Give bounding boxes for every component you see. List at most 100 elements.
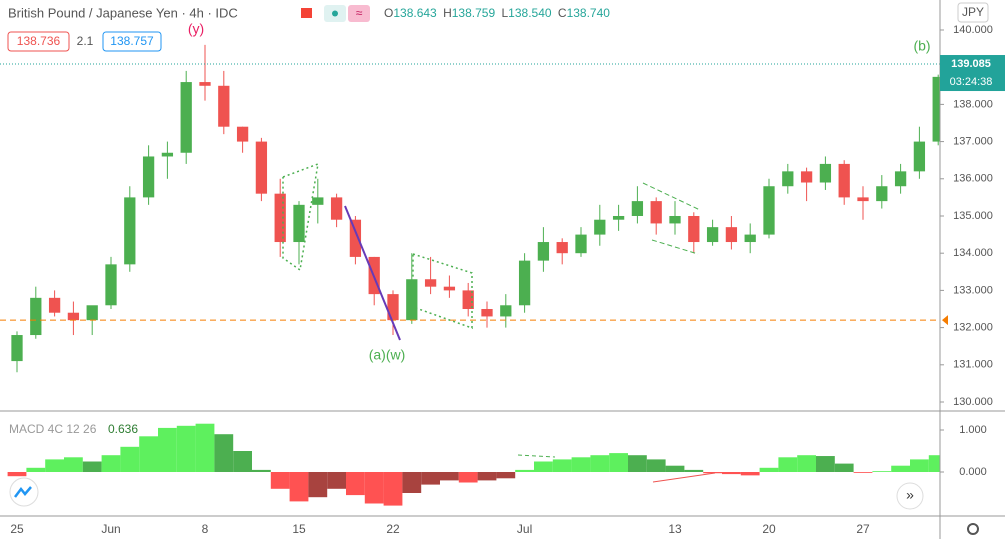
y-tick-label: 135.000 xyxy=(953,210,993,222)
ohlc-value: 138.759 xyxy=(452,6,496,20)
candle-body xyxy=(199,82,211,86)
macd-bar xyxy=(176,425,196,472)
plot xyxy=(0,44,940,506)
settings-icon[interactable] xyxy=(967,523,979,535)
macd-bar xyxy=(289,471,309,502)
delay-icon: ≈ xyxy=(356,6,363,20)
macd-bar xyxy=(646,459,666,472)
trend-line xyxy=(344,205,401,341)
macd-bar xyxy=(571,457,591,472)
ohlc-label: H xyxy=(443,6,452,20)
candle-body xyxy=(48,297,61,313)
candle-body xyxy=(142,156,155,198)
candle-body xyxy=(688,215,700,243)
macd-bar xyxy=(515,469,534,472)
wave-label: (a)(w) xyxy=(369,347,406,363)
candle-body xyxy=(67,312,80,321)
x-tick-label: Jul xyxy=(517,522,532,536)
candle-body xyxy=(11,335,23,362)
candle-body xyxy=(894,171,907,187)
spread: 2.1 xyxy=(77,34,94,48)
candle-body xyxy=(330,197,343,220)
macd-bar xyxy=(421,471,440,485)
candle-body xyxy=(518,260,531,306)
candle-body xyxy=(631,201,644,216)
ask-price: 138.757 xyxy=(110,34,154,48)
x-tick-label: 27 xyxy=(856,522,870,536)
candle-body xyxy=(763,186,775,235)
macd-bar xyxy=(759,467,779,472)
macd-line-drawing xyxy=(652,472,716,483)
indicator-title: MACD 4C 12 26 xyxy=(9,422,97,436)
candle-body xyxy=(105,264,117,306)
y-tick-label: 134.000 xyxy=(953,247,993,259)
ohlc-label: C xyxy=(558,6,567,20)
macd-bar xyxy=(45,459,64,472)
macd-bar xyxy=(327,471,346,489)
macd-bar xyxy=(82,461,102,472)
macd-bar xyxy=(910,459,929,472)
last-price-box xyxy=(940,55,1005,92)
x-tick-label: 25 xyxy=(10,522,24,536)
delay-button[interactable] xyxy=(348,5,370,22)
candle-body xyxy=(462,290,474,309)
ohlc-value: 138.740 xyxy=(567,6,611,20)
macd-line-drawing xyxy=(517,454,556,458)
macd-bar xyxy=(7,471,27,477)
x-tick-label: 8 xyxy=(202,522,209,536)
macd-bar xyxy=(346,471,365,496)
candle-body xyxy=(650,201,662,224)
candle-body xyxy=(86,305,98,321)
macd-bar xyxy=(364,471,384,504)
macd-bar xyxy=(834,463,854,472)
candle-body xyxy=(876,186,888,202)
macd-bar xyxy=(402,471,422,493)
macd-bar xyxy=(120,446,140,472)
y-tick-label: 137.000 xyxy=(953,135,993,147)
candle-body xyxy=(575,234,587,254)
macd-bar xyxy=(703,471,722,474)
last-price-label: 139.085 xyxy=(951,58,991,70)
scroll-icon: » xyxy=(906,487,914,503)
macd-bar xyxy=(928,455,940,472)
macd-bar xyxy=(872,471,892,472)
macd-bar xyxy=(477,471,497,481)
candle-body xyxy=(236,126,249,142)
macd-bar xyxy=(440,471,459,481)
candle-body xyxy=(406,279,418,321)
candle-body xyxy=(124,197,136,265)
candle-body xyxy=(800,171,813,183)
macd-bar xyxy=(552,459,572,472)
candle-body xyxy=(706,227,719,243)
candle-body xyxy=(255,141,268,194)
flag-icon[interactable] xyxy=(301,8,312,18)
wave-label: (y) xyxy=(188,21,204,37)
candle-body xyxy=(274,193,286,243)
macd-bar xyxy=(139,436,158,472)
candle-body xyxy=(932,76,940,142)
channel-top xyxy=(642,182,701,211)
x-tick-label: 20 xyxy=(762,522,776,536)
y-tick-label: 131.000 xyxy=(953,359,993,371)
macd-bar xyxy=(64,457,83,472)
y-tick-label: 138.000 xyxy=(953,98,993,110)
y-tick-label: 130.000 xyxy=(953,396,993,408)
macd-bar xyxy=(590,455,610,472)
macd-bar xyxy=(308,471,328,498)
x-tick-label: 22 xyxy=(386,522,400,536)
ask-box[interactable] xyxy=(102,31,162,52)
candle-body xyxy=(857,197,869,202)
bid-box[interactable] xyxy=(7,31,70,52)
candle-body xyxy=(481,308,493,317)
candle-body xyxy=(218,85,230,127)
ohlc-value: 138.643 xyxy=(393,6,437,20)
y-tick-label: 133.000 xyxy=(953,284,993,296)
logo-icon xyxy=(14,486,32,498)
candle-body xyxy=(612,215,625,220)
candle-body xyxy=(838,163,850,198)
currency-box[interactable] xyxy=(957,2,989,23)
x-tick-label: 13 xyxy=(668,522,682,536)
macd-bar xyxy=(853,471,873,473)
scroll-button[interactable] xyxy=(896,482,924,510)
